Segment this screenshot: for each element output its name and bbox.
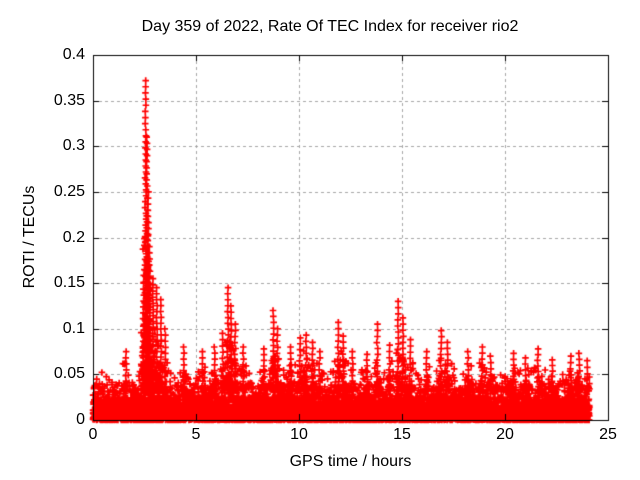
x-tick-label: 25 (599, 426, 617, 443)
y-tick-label: 0.05 (53, 365, 85, 383)
x-tick-label: 15 (393, 426, 411, 443)
x-tick-label: 10 (290, 426, 308, 443)
y-tick-label: 0.15 (53, 274, 85, 292)
x-tick-label: 0 (88, 426, 98, 443)
y-tick-label: 0.2 (62, 228, 85, 246)
y-tick-label: 0.4 (62, 46, 85, 63)
y-tick-label: 0.1 (62, 319, 85, 337)
y-tick-label: 0.35 (53, 91, 85, 109)
x-tick-label: 5 (191, 426, 201, 443)
chart-title: Day 359 of 2022, Rate Of TEC Index for r… (141, 18, 519, 35)
y-tick-label: 0.3 (62, 137, 85, 155)
y-tick-label: 0.25 (53, 182, 85, 200)
x-tick-label: 20 (496, 426, 514, 443)
y-tick-label: 0 (76, 411, 85, 428)
x-axis-label: GPS time / hours (289, 453, 412, 470)
